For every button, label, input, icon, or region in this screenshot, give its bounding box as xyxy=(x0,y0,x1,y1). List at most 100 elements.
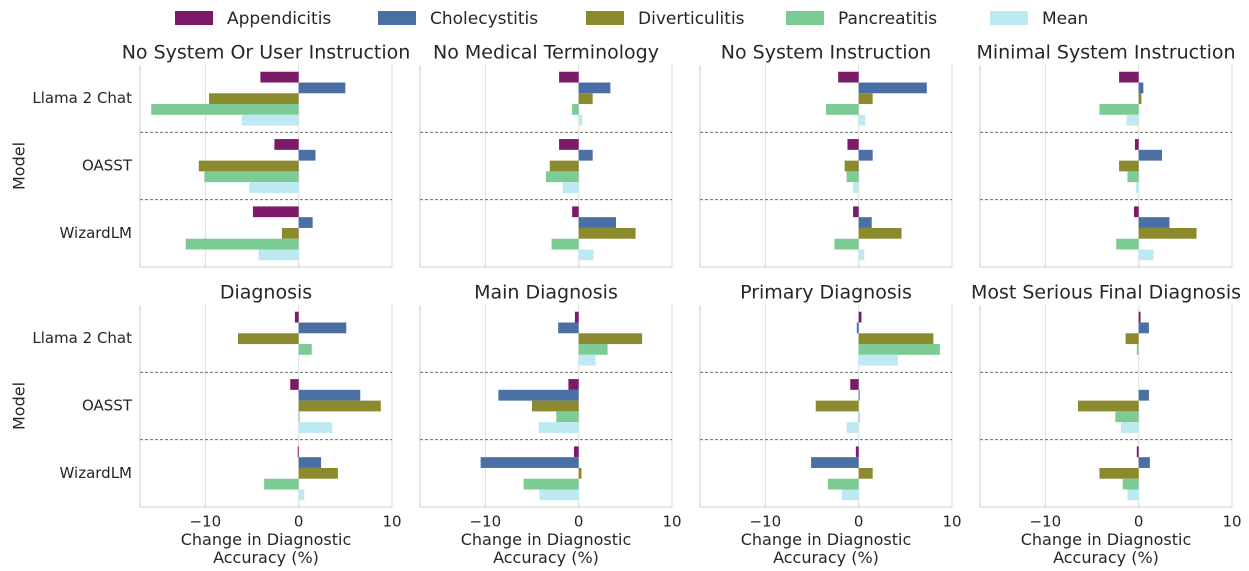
bar xyxy=(298,422,333,433)
x-tick-label: 0 xyxy=(574,513,584,531)
y-tick-label: OASST xyxy=(82,157,133,175)
bar xyxy=(298,217,313,228)
bar xyxy=(858,82,927,94)
x-axis-label: Change in Diagnostic Accuracy (%) xyxy=(460,531,632,567)
bar xyxy=(559,71,579,83)
y-tick-label: Llama 2 Chat xyxy=(32,89,132,107)
bar xyxy=(290,379,299,390)
bar xyxy=(538,422,579,433)
bar xyxy=(1138,311,1141,323)
bar xyxy=(1136,446,1139,458)
bar xyxy=(1099,104,1139,115)
legend-label: Appendicitis xyxy=(227,9,331,29)
bar xyxy=(294,311,299,323)
y-axis-label: Model xyxy=(10,382,29,430)
bar xyxy=(578,149,593,161)
bar xyxy=(858,333,934,345)
bar xyxy=(574,446,579,458)
bar xyxy=(523,478,579,490)
x-axis-label: Change in Diagnostic Accuracy (%) xyxy=(180,531,352,567)
bar xyxy=(1115,411,1139,423)
bar xyxy=(858,93,873,105)
y-axis-label: Model xyxy=(10,142,29,190)
bar xyxy=(853,206,859,218)
bar xyxy=(858,467,873,479)
legend-label: Cholecystitis xyxy=(430,9,538,29)
bar xyxy=(1138,149,1162,161)
bar xyxy=(204,171,299,183)
legend-swatch xyxy=(586,11,624,25)
bar xyxy=(274,139,299,150)
bar xyxy=(198,160,299,172)
bar xyxy=(572,104,579,115)
x-tick-label: −10 xyxy=(470,513,502,531)
bar xyxy=(539,489,579,501)
bar xyxy=(858,227,902,239)
bar xyxy=(185,238,299,250)
x-tick-label: 10 xyxy=(942,513,961,531)
bar xyxy=(298,149,316,161)
panel-title: No Medical Terminology xyxy=(433,42,659,64)
bar xyxy=(546,171,579,183)
bar xyxy=(298,344,312,355)
bar xyxy=(258,249,299,261)
bar xyxy=(556,411,579,423)
bar xyxy=(532,400,579,412)
x-tick-label: 0 xyxy=(294,513,304,531)
bar xyxy=(1122,478,1139,490)
bar xyxy=(1138,389,1149,401)
legend-label: Mean xyxy=(1042,9,1088,29)
bar xyxy=(549,160,579,172)
bar xyxy=(297,446,299,458)
panel-title: Minimal System Instruction xyxy=(976,42,1235,64)
bar xyxy=(858,149,873,161)
bar xyxy=(1119,71,1139,83)
x-axis-label: Change in Diagnostic Accuracy (%) xyxy=(740,531,912,567)
bar xyxy=(578,354,596,366)
bar xyxy=(298,400,381,412)
bar xyxy=(209,93,299,105)
bar xyxy=(1138,93,1142,105)
x-tick-label: 10 xyxy=(382,513,401,531)
bar xyxy=(551,238,579,250)
bar xyxy=(578,227,636,239)
bar xyxy=(856,322,859,334)
y-tick-label: OASST xyxy=(82,397,133,415)
bar xyxy=(572,206,579,218)
bar xyxy=(1127,489,1139,501)
x-axis-label-box: Change in Diagnostic Accuracy (%) xyxy=(1021,531,1192,567)
bar xyxy=(1138,217,1170,228)
y-tick-label: WizardLM xyxy=(60,464,132,482)
panel-title: Most Serious Final Diagnosis xyxy=(971,282,1241,304)
bar xyxy=(1136,344,1139,355)
bar xyxy=(826,104,859,115)
panel-title: Diagnosis xyxy=(220,282,312,304)
bar xyxy=(578,93,593,105)
x-tick-label: 0 xyxy=(854,513,864,531)
bar xyxy=(298,322,347,334)
bar xyxy=(298,82,346,94)
bar xyxy=(559,139,579,150)
bar xyxy=(1134,206,1139,218)
x-axis-label-box: Change in Diagnostic Accuracy (%) xyxy=(460,531,632,567)
bar xyxy=(241,114,299,126)
panel-title: No System Instruction xyxy=(721,42,931,64)
bar xyxy=(249,182,299,193)
x-tick-label: 10 xyxy=(1222,513,1241,531)
bar xyxy=(480,457,579,468)
bar xyxy=(281,227,299,239)
bar xyxy=(298,457,322,468)
bar xyxy=(853,182,859,193)
bar xyxy=(858,311,862,323)
bar xyxy=(858,217,872,228)
bar xyxy=(858,389,860,401)
bar xyxy=(834,238,859,250)
bar xyxy=(858,354,898,366)
bar xyxy=(1138,322,1149,334)
panel-title: No System Or User Instruction xyxy=(122,42,411,64)
bar xyxy=(298,389,361,401)
bar xyxy=(568,379,579,390)
bar xyxy=(558,322,579,334)
y-tick-label: Llama 2 Chat xyxy=(32,329,132,347)
